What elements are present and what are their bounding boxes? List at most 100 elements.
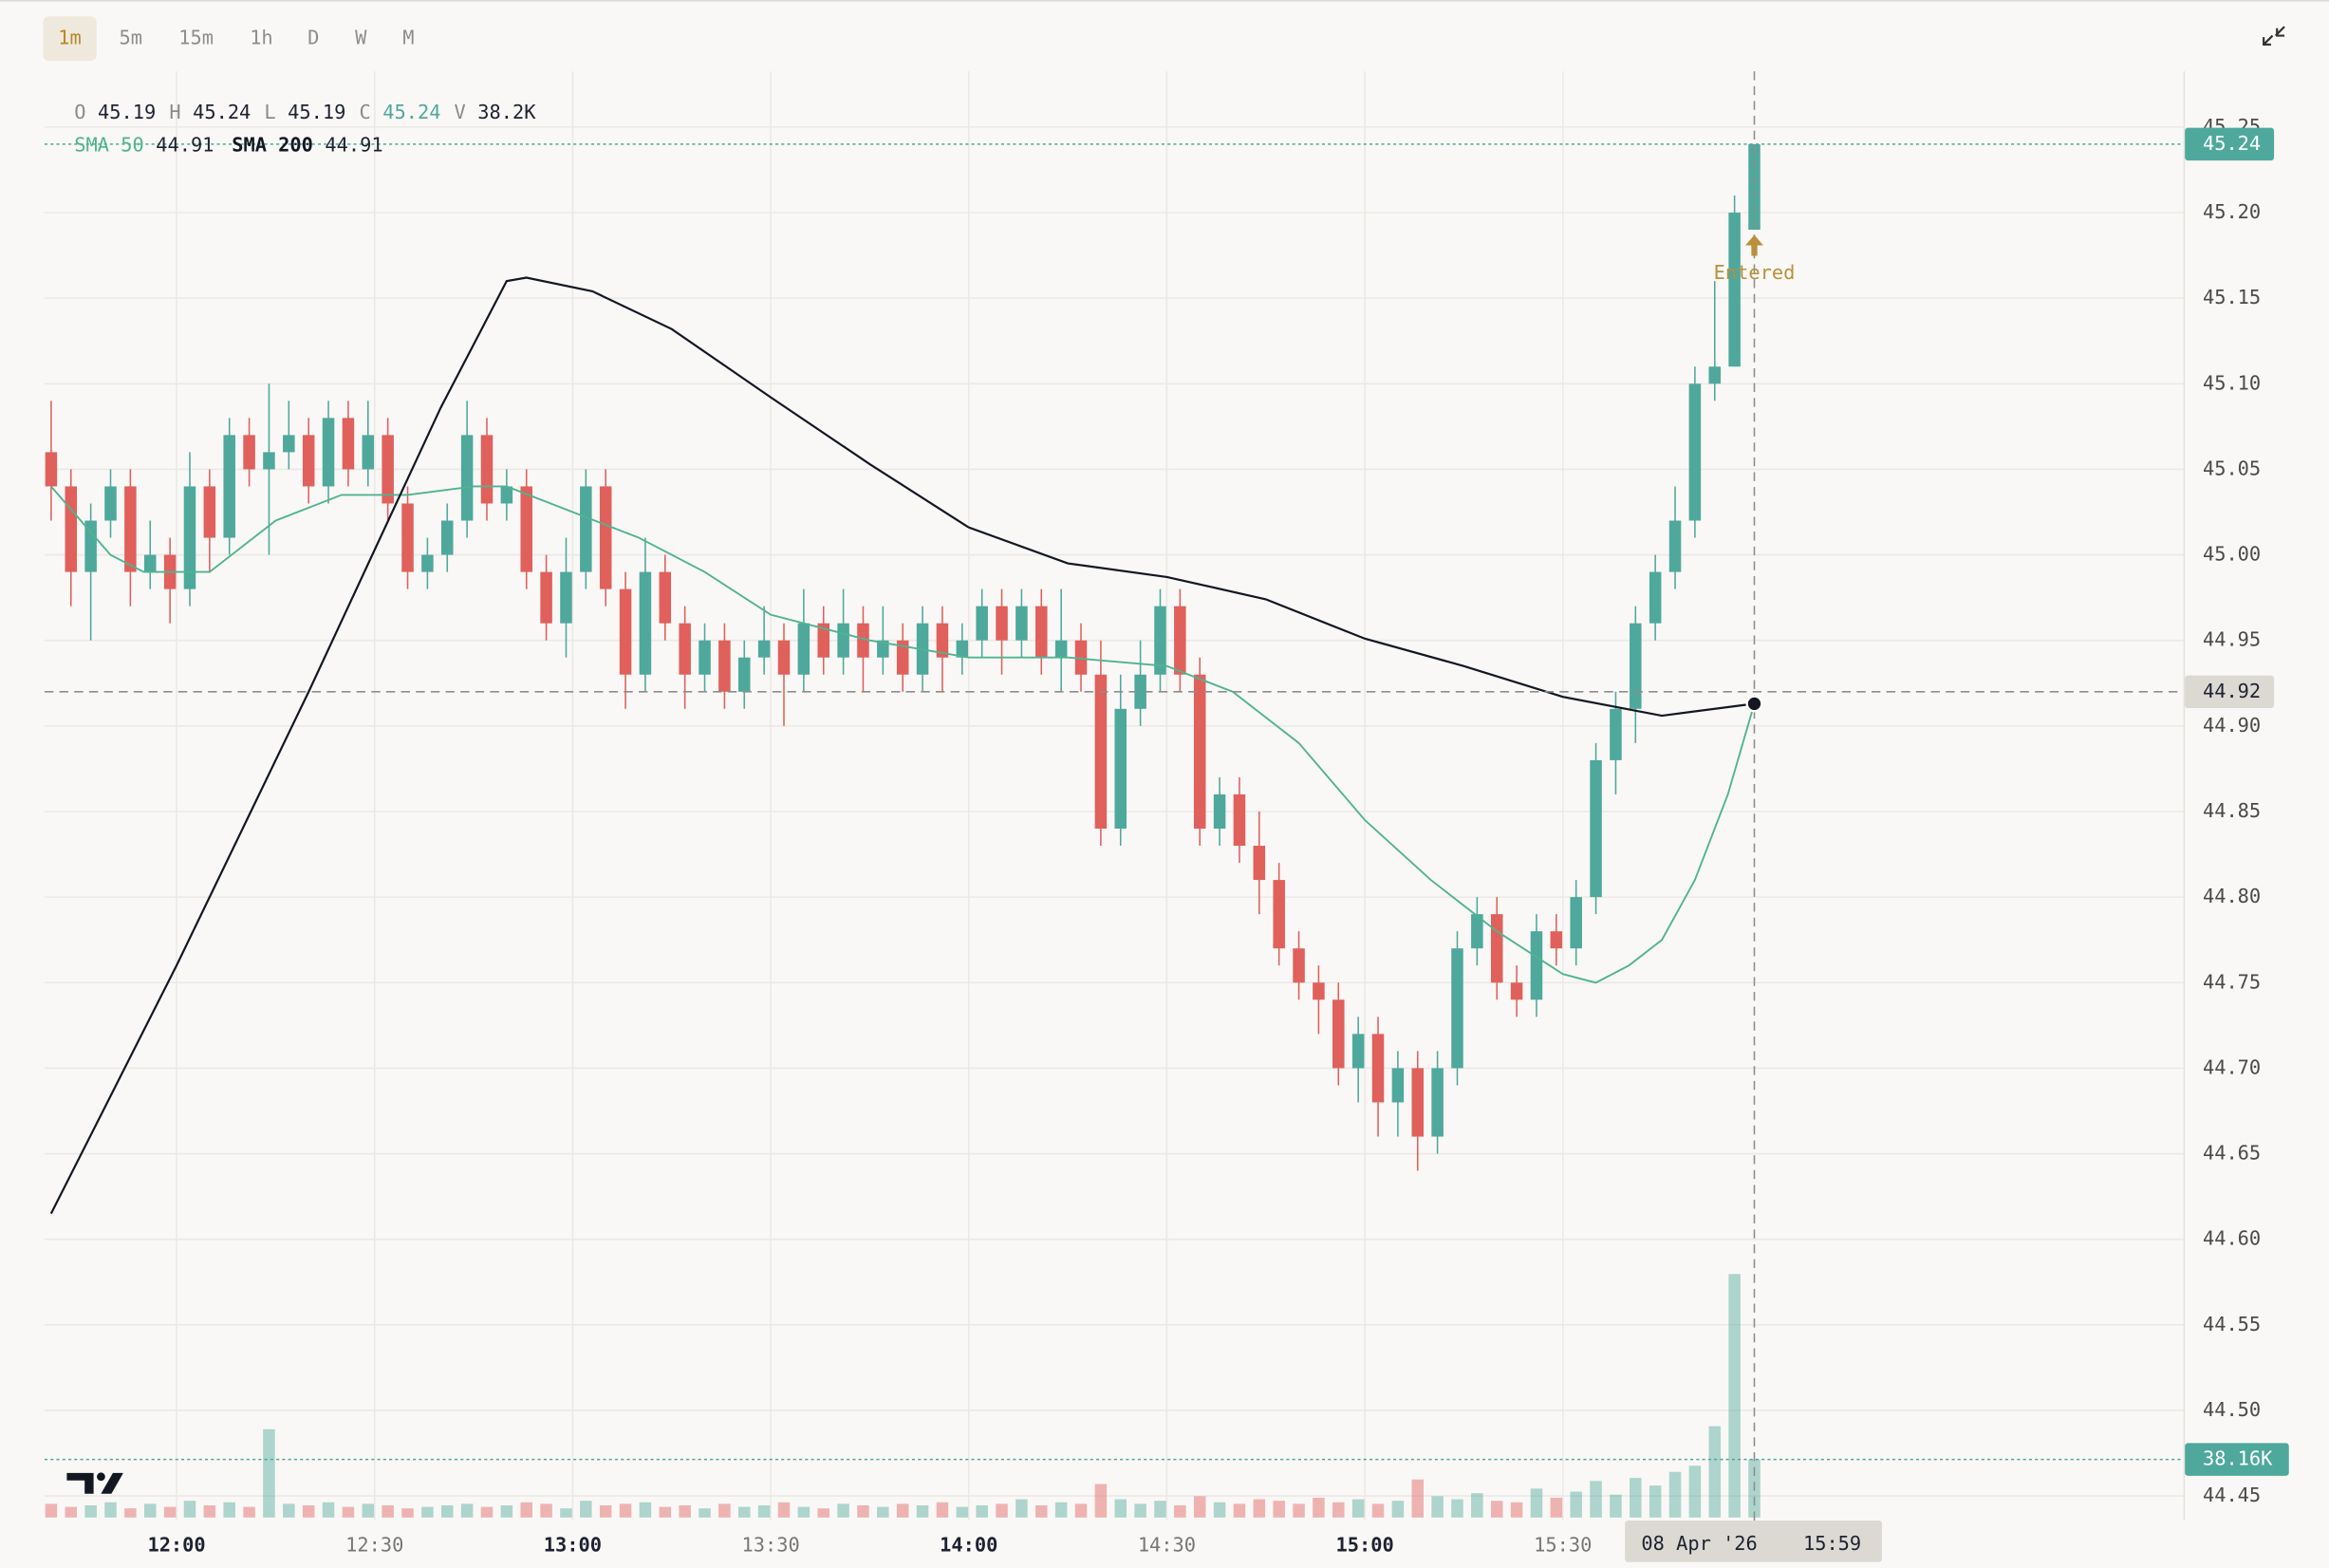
volume-bar [1015,1499,1028,1518]
candle-body [797,623,810,675]
y-tick-label: 44.70 [2203,1055,2261,1078]
candle-body [1590,759,1602,898]
timeframe-label: D [307,27,319,49]
candle-body [382,435,394,504]
legend-key: C [359,101,370,123]
candle-body [143,554,157,572]
candle-body [1193,674,1206,830]
volume-bar [65,1506,78,1518]
candle-body [877,640,889,658]
candle-body [679,623,691,675]
candle-body [1431,1068,1444,1137]
volume-bar [976,1504,988,1518]
timeframe-button[interactable]: 1m [43,16,97,62]
volume-bar [500,1504,513,1518]
volume-bar [619,1503,632,1518]
candle-body [243,435,255,470]
candle-body [1530,931,1543,1000]
candle-body [183,486,196,589]
volume-bar [738,1506,751,1518]
candle-body [1688,383,1702,521]
volume-bar [1668,1471,1682,1518]
collapse-button[interactable] [2263,26,2285,47]
legend-key: L [264,101,275,123]
volume-bar [480,1506,494,1518]
volume-bar [1114,1499,1127,1518]
legend-value: 45.24 [382,101,440,123]
candle-body [777,640,791,675]
timeframe-button[interactable]: M [402,27,414,49]
candle-body [480,435,494,504]
candle-body [520,486,532,572]
candle-body [283,435,295,453]
volume-bar [699,1508,711,1518]
timeframe-active-bg [43,16,97,62]
y-tick-label: 45.20 [2203,200,2261,223]
candle-body [1134,674,1146,709]
timeframe-button[interactable]: 15m [178,27,214,49]
volume-bar [1174,1504,1186,1518]
timeframe-button[interactable]: 5m [119,27,141,49]
volume-bar [1273,1501,1285,1518]
candle-body [896,640,909,675]
crosshair-time-label: 15:59 [1803,1532,1861,1555]
volume-bar [1649,1485,1662,1518]
volume-bar [421,1506,434,1518]
candle-body [976,606,988,641]
volume-bar [659,1506,672,1518]
timeframe-label: 15m [178,27,214,49]
volume-bar [1391,1501,1405,1518]
candle-body [45,452,58,487]
volume-bar [560,1508,572,1518]
volume-label-box [2185,1443,2289,1476]
ohlc-legend: O 45.19 H 45.24 L 45.19 C 45.24 V 38.2K [74,101,536,123]
y-tick-label: 45.10 [2203,371,2261,394]
volume-bar [916,1504,929,1518]
candle-body [1273,880,1285,949]
volume-bar [1688,1465,1702,1518]
y-tick-label: 45.15 [2203,286,2261,308]
candle-body [1630,623,1642,709]
volume-bar [1035,1504,1048,1518]
candle-body [738,657,751,692]
annotation-label: Entered [1714,261,1796,284]
sma-legend-name: SMA 200 [232,133,313,156]
volume-bar [104,1502,117,1518]
volume-bar [322,1502,335,1518]
legend-value: 38.2K [477,101,536,123]
candle-body [322,418,335,487]
volume-bar [540,1503,552,1518]
last-price-label: 45.24 [2203,132,2261,155]
timeframe-button[interactable]: 1h [250,27,272,49]
volume-bar [857,1504,869,1518]
volume-bar [1510,1502,1523,1518]
annotation-arrow [1745,234,1763,256]
candle-body [659,571,672,624]
tradingview-logo [66,1472,123,1494]
legend-value: 45.19 [288,101,345,123]
volume-bar [84,1504,97,1518]
volume-bar [362,1503,375,1518]
candle-body [837,623,849,658]
timeframe-button[interactable]: D [307,27,319,49]
candle-body [1708,366,1722,384]
logo-part [97,1472,105,1482]
candle-body [1668,520,1682,572]
candle-body [1213,793,1226,830]
candle-body [440,520,454,555]
candle-body [619,588,632,675]
y-tick-label: 44.75 [2203,970,2261,993]
candle-body [1015,606,1028,641]
candle-body [124,486,137,572]
timeframe-button[interactable]: W [355,27,367,49]
timeframe-label: 1m [58,27,81,49]
candle-body [1313,982,1325,1000]
candle-body [1550,931,1563,949]
volume-bar [1253,1499,1266,1518]
volume-bar [45,1503,58,1518]
candle-body [1233,793,1246,847]
volume-bar [283,1503,295,1518]
volume-label: 38.16K [2203,1447,2273,1470]
volume-bar [1213,1502,1226,1518]
volume-bar [1570,1491,1582,1518]
